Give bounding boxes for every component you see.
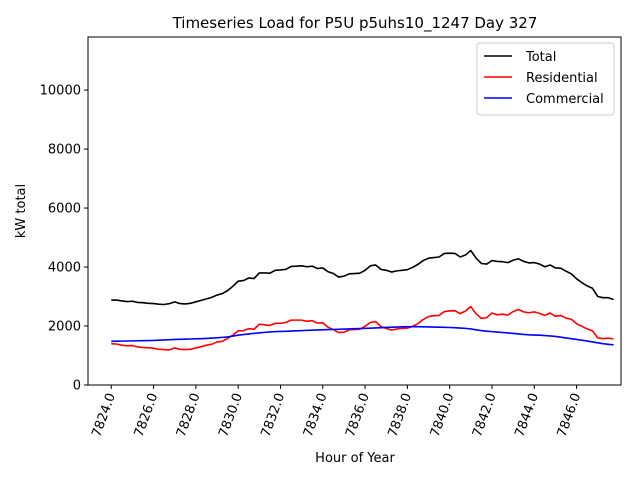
legend-label-residential: Residential: [526, 71, 598, 86]
series-lines: [111, 249, 614, 351]
y-axis-label: kW total: [14, 184, 29, 238]
y-tick-label: 2000: [48, 320, 81, 335]
series-line-total: [111, 249, 614, 306]
y-axis: 0 2000 4000 6000 8000 10000: [40, 84, 88, 394]
legend: Total Residential Commercial: [476, 42, 615, 116]
y-tick-label: 0: [73, 379, 81, 394]
y-tick-label: 4000: [48, 261, 81, 276]
chart-title: Timeseries Load for P5U p5uhs10_1247 Day…: [172, 14, 538, 33]
legend-label-commercial: Commercial: [526, 92, 604, 107]
legend-box: [476, 42, 615, 116]
legend-label-total: Total: [525, 50, 556, 65]
series-line-commercial: [111, 325, 614, 346]
y-tick-label: 6000: [48, 202, 81, 217]
plot-area-frame: [87, 36, 622, 386]
y-tick-label: 10000: [40, 84, 81, 99]
y-tick-label: 8000: [48, 143, 81, 158]
x-axis-label: Hour of Year: [315, 451, 395, 466]
